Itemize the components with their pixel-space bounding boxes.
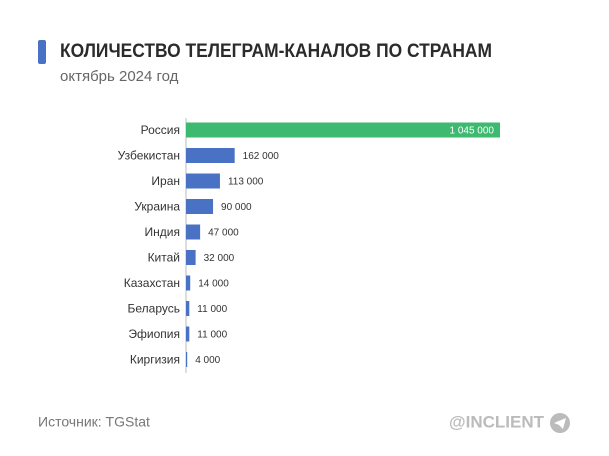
bar [186, 122, 500, 138]
brand: @INCLIENT [449, 412, 545, 431]
chart-title: КОЛИЧЕСТВО ТЕЛЕГРАМ-КАНАЛОВ ПО СТРАНАМ [60, 41, 492, 62]
category-label: Киргизия [130, 353, 180, 367]
bar [186, 352, 188, 367]
value-label: 32 000 [204, 253, 235, 264]
value-label: 47 000 [208, 228, 239, 239]
category-label: Россия [141, 123, 180, 137]
value-label: 11 000 [197, 330, 227, 341]
telegram-icon [550, 413, 570, 433]
category-label: Индия [145, 225, 180, 239]
category-label: Узбекистан [118, 149, 180, 163]
bar [186, 301, 190, 316]
bar [186, 326, 190, 342]
value-label: 90 000 [221, 202, 252, 213]
bar [186, 199, 214, 214]
bar [186, 250, 196, 265]
value-label: 1 045 000 [450, 126, 495, 137]
category-label: Эфиопия [128, 327, 180, 341]
category-label: Казахстан [124, 276, 180, 290]
bar [186, 173, 220, 189]
title-accent [38, 40, 46, 64]
bar [186, 148, 235, 163]
value-label: 4 000 [195, 355, 220, 366]
value-label: 11 000 [197, 304, 227, 315]
bar [186, 224, 201, 240]
bar [186, 275, 191, 291]
value-label: 14 000 [198, 279, 229, 290]
value-label: 113 000 [228, 177, 264, 188]
source: Источник: TGStat [38, 414, 150, 430]
chart-subtitle: октябрь 2024 год [60, 68, 179, 85]
category-label: Украина [134, 200, 180, 214]
category-label: Китай [148, 251, 180, 265]
value-label: 162 000 [243, 151, 280, 162]
category-label: Беларусь [128, 302, 180, 316]
category-label: Иран [151, 174, 180, 188]
